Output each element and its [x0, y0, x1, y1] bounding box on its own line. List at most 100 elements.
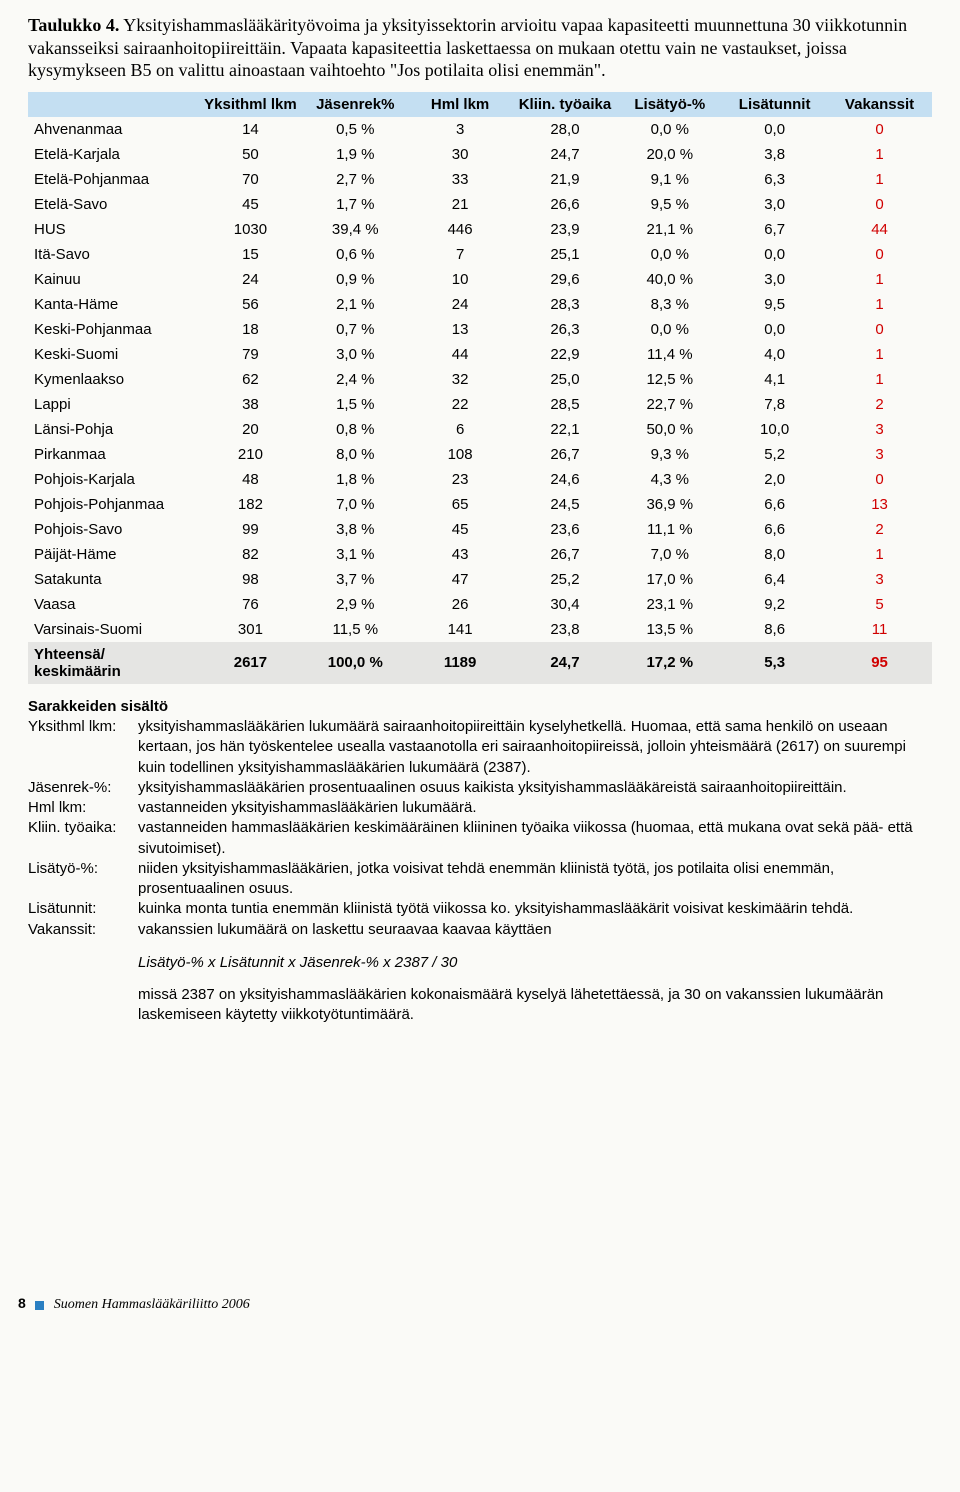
data-cell: 24,7 [513, 142, 618, 167]
col-header: Yksithml lkm [198, 92, 303, 117]
definition-text: yksityishammaslääkärien prosentuaalinen … [138, 778, 932, 798]
data-cell: 7,0 % [617, 542, 722, 567]
definition-text: niiden yksityishammaslääkärien, jotka vo… [138, 859, 932, 900]
data-cell: 13,5 % [617, 617, 722, 642]
data-cell: 50,0 % [617, 417, 722, 442]
data-cell: 0,7 % [303, 317, 408, 342]
data-cell: 1 [827, 142, 932, 167]
data-cell: 24,6 [513, 467, 618, 492]
definition-term: Hml lkm: [28, 798, 138, 818]
table-row: Itä-Savo150,6 %725,10,0 %0,00 [28, 242, 932, 267]
col-header: Vakanssit [827, 92, 932, 117]
definition-term: Vakanssit: [28, 920, 138, 940]
region-cell: Lappi [28, 392, 198, 417]
data-cell: 1 [827, 542, 932, 567]
data-cell: 6,6 [722, 517, 827, 542]
data-cell: 8,6 [722, 617, 827, 642]
data-cell: 141 [408, 617, 513, 642]
definition-term: Lisätyö-%: [28, 859, 138, 879]
data-cell: 0,9 % [303, 267, 408, 292]
region-cell: Keski-Suomi [28, 342, 198, 367]
data-cell: 30,4 [513, 592, 618, 617]
region-cell: Itä-Savo [28, 242, 198, 267]
data-cell: 4,1 [722, 367, 827, 392]
data-cell: 11,5 % [303, 617, 408, 642]
total-label: Yhteensä/ [34, 646, 105, 663]
data-cell: 0,0 % [617, 242, 722, 267]
region-cell: HUS [28, 217, 198, 242]
table-row: HUS103039,4 %44623,921,1 %6,744 [28, 217, 932, 242]
page-footer: 8 Suomen Hammaslääkäriliitto 2006 [0, 1295, 960, 1323]
data-cell: 13 [408, 317, 513, 342]
table-caption: Taulukko 4. Yksityishammaslääkärityövoim… [28, 14, 932, 82]
data-cell: 24,5 [513, 492, 618, 517]
table-row: Pohjois-Pohjanmaa1827,0 %6524,536,9 %6,6… [28, 492, 932, 517]
data-cell: 30 [408, 142, 513, 167]
data-cell: 1 [827, 292, 932, 317]
data-cell: 11,4 % [617, 342, 722, 367]
data-cell: 20,0 % [617, 142, 722, 167]
data-cell: 8,3 % [617, 292, 722, 317]
total-cell: 17,2 % [617, 642, 722, 685]
page-number: 8 [18, 1295, 26, 1311]
data-cell: 0,0 % [617, 317, 722, 342]
data-cell: 0 [827, 242, 932, 267]
data-cell: 62 [198, 367, 303, 392]
table-header-row: Yksithml lkm Jäsenrek% Hml lkm Kliin. ty… [28, 92, 932, 117]
footer-text: Suomen Hammaslääkäriliitto 2006 [54, 1297, 250, 1312]
data-cell: 4,3 % [617, 467, 722, 492]
region-cell: Varsinais-Suomi [28, 617, 198, 642]
definition-row: Jäsenrek-%:yksityishammaslääkärien prose… [28, 778, 932, 798]
data-cell: 9,5 % [617, 192, 722, 217]
total-label: keskimäärin [34, 663, 121, 680]
data-cell: 6,7 [722, 217, 827, 242]
col-header [28, 92, 198, 117]
region-cell: Kanta-Häme [28, 292, 198, 317]
data-cell: 3,0 [722, 192, 827, 217]
definition-row: Kliin. työaika:vastanneiden hammaslääkär… [28, 818, 932, 859]
definition-row: Lisätyö-%:niiden yksityishammaslääkärien… [28, 859, 932, 900]
data-cell: 5 [827, 592, 932, 617]
table-row: Vaasa762,9 %2630,423,1 %9,25 [28, 592, 932, 617]
data-cell: 11 [827, 617, 932, 642]
data-cell: 22,1 [513, 417, 618, 442]
data-cell: 26 [408, 592, 513, 617]
data-cell: 9,5 [722, 292, 827, 317]
region-cell: Pohjois-Pohjanmaa [28, 492, 198, 517]
data-cell: 9,2 [722, 592, 827, 617]
region-cell: Pohjois-Savo [28, 517, 198, 542]
data-cell: 0 [827, 117, 932, 142]
data-cell: 2,0 [722, 467, 827, 492]
data-cell: 23,1 % [617, 592, 722, 617]
data-cell: 76 [198, 592, 303, 617]
data-cell: 0,0 % [617, 117, 722, 142]
data-cell: 18 [198, 317, 303, 342]
total-cell: 24,7 [513, 642, 618, 685]
data-cell: 3,8 [722, 142, 827, 167]
data-cell: 7 [408, 242, 513, 267]
data-cell: 1 [827, 342, 932, 367]
data-cell: 28,5 [513, 392, 618, 417]
region-cell: Kainuu [28, 267, 198, 292]
data-cell: 2,7 % [303, 167, 408, 192]
total-cell: 2617 [198, 642, 303, 685]
data-cell: 14 [198, 117, 303, 142]
definitions-title: Sarakkeiden sisältö [28, 698, 932, 715]
table-row: Länsi-Pohja200,8 %622,150,0 %10,03 [28, 417, 932, 442]
data-cell: 6,6 [722, 492, 827, 517]
data-cell: 4,0 [722, 342, 827, 367]
data-cell: 28,3 [513, 292, 618, 317]
definition-text: vastanneiden hammaslääkärien keskimääräi… [138, 818, 932, 859]
region-cell: Keski-Pohjanmaa [28, 317, 198, 342]
table-row: Pohjois-Savo993,8 %4523,611,1 %6,62 [28, 517, 932, 542]
col-header: Lisätyö-% [617, 92, 722, 117]
caption-text: Yksityishammaslääkärityövoima ja yksityi… [28, 15, 907, 80]
table-row: Etelä-Savo451,7 %2126,69,5 %3,00 [28, 192, 932, 217]
region-cell: Pirkanmaa [28, 442, 198, 467]
data-cell: 210 [198, 442, 303, 467]
caption-label: Taulukko 4. [28, 15, 119, 35]
data-cell: 28,0 [513, 117, 618, 142]
definition-text: kuinka monta tuntia enemmän kliinistä ty… [138, 899, 932, 919]
definition-term: Jäsenrek-%: [28, 778, 138, 798]
definition-term: Lisätunnit: [28, 899, 138, 919]
